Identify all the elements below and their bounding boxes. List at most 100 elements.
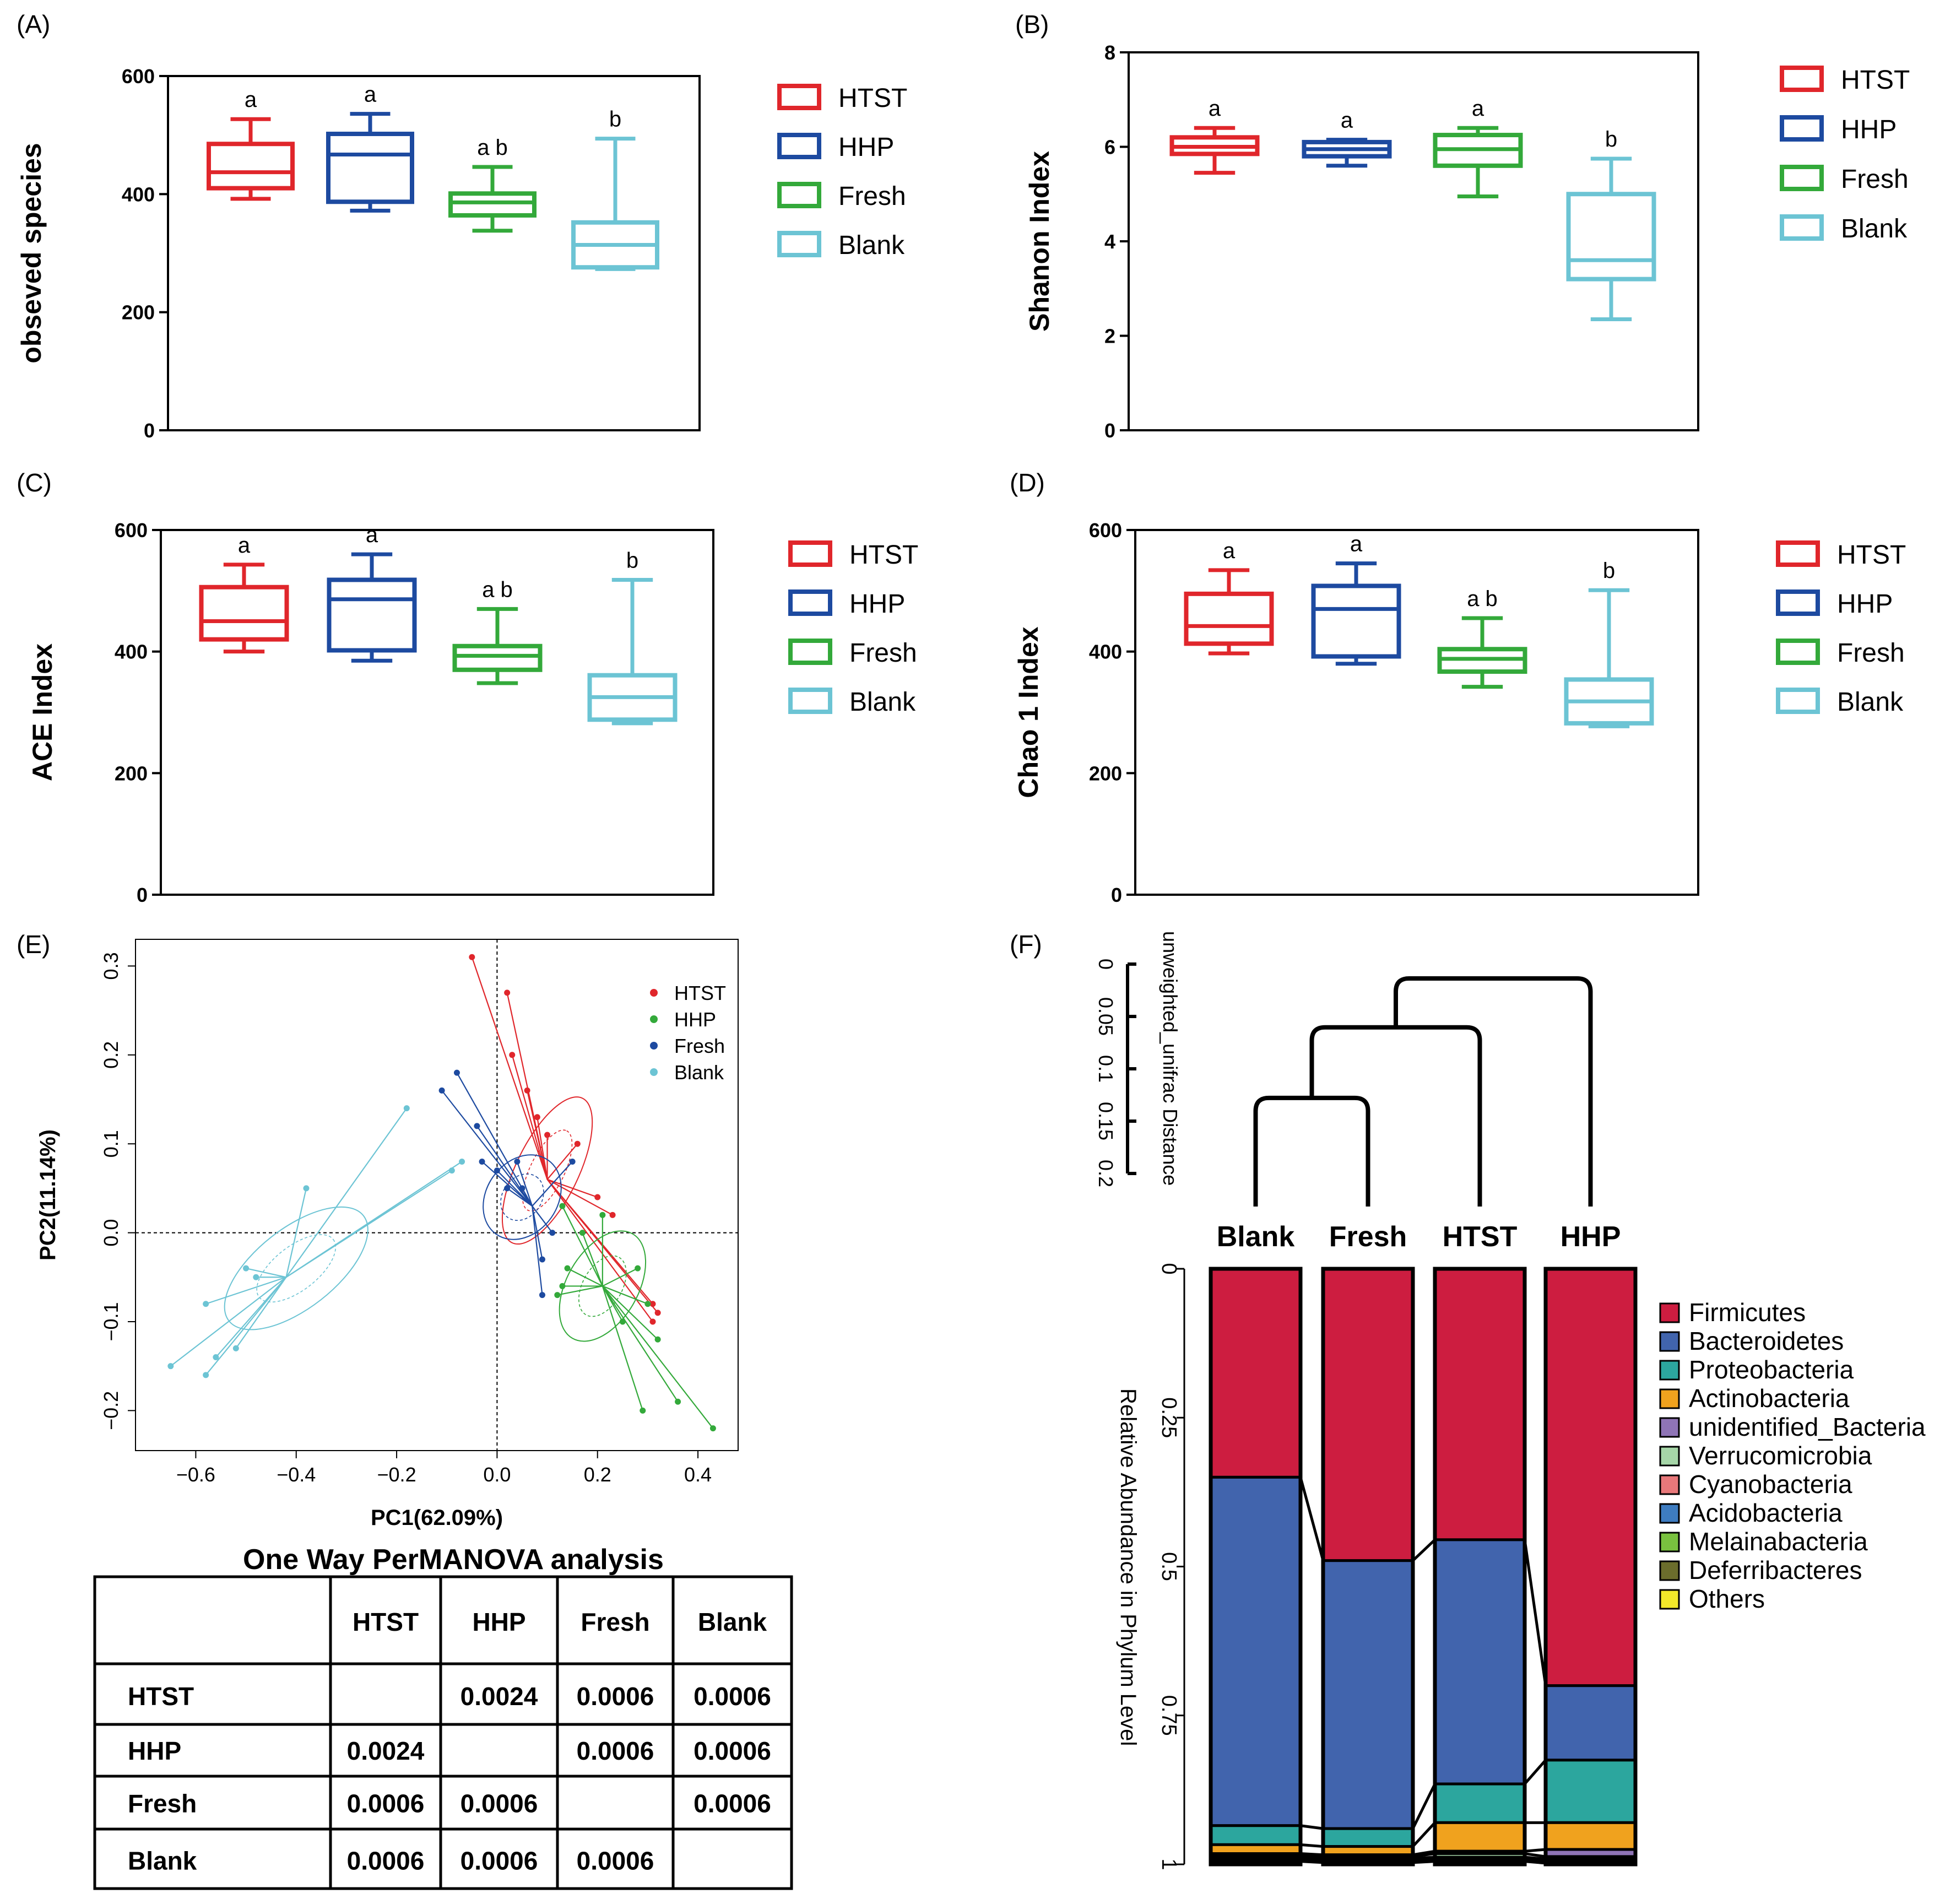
box-blank: b — [571, 107, 659, 271]
legend-label: HHP — [1841, 115, 1897, 144]
connector-line — [1524, 1759, 1547, 1785]
table-header-cell: Fresh — [581, 1608, 649, 1636]
legend-label: Blank — [674, 1061, 724, 1084]
table-cell: 0.0006 — [347, 1789, 425, 1818]
legend-label: Bacteroidetes — [1689, 1327, 1844, 1355]
connector-line — [1412, 1821, 1436, 1848]
data-point — [453, 1069, 460, 1076]
spider-line — [547, 1178, 598, 1198]
legend-item-fresh: Fresh — [788, 639, 917, 668]
significance-letter: a — [364, 83, 377, 107]
y-tick-label: 0 — [1111, 884, 1122, 906]
legend-dot — [650, 1015, 658, 1023]
box-hhp: a — [1311, 532, 1401, 666]
data-point — [549, 1230, 556, 1236]
x-tick-label: 0.4 — [684, 1463, 712, 1486]
table-cell: 0.0006 — [577, 1846, 654, 1875]
legend-label: Firmicutes — [1689, 1298, 1806, 1327]
panel-label: (D) — [1010, 468, 1045, 497]
data-point — [559, 1203, 566, 1209]
y-tick-label: 0.75 — [1157, 1695, 1180, 1736]
legend-item: Cyanobacteria — [1659, 1470, 1852, 1499]
legend-swatch — [1659, 1474, 1680, 1495]
series-firmicutes — [1209, 1267, 1637, 1687]
spider-line — [546, 1179, 653, 1322]
legend-item-fresh: Fresh — [1776, 639, 1905, 668]
legend-label: HHP — [849, 589, 905, 619]
table-cell: 0.0024 — [347, 1737, 425, 1765]
significance-letter: a b — [477, 136, 508, 160]
legend-label: unidentified_Bacteria — [1689, 1413, 1926, 1441]
spider-line — [522, 1188, 533, 1207]
data-point — [649, 1318, 656, 1325]
iqr-box — [326, 132, 414, 204]
y-tick-label: 0 — [144, 419, 155, 442]
legend-dot — [650, 1042, 658, 1050]
spider-line — [602, 1285, 679, 1402]
iqr-box — [199, 585, 289, 642]
spider-line — [532, 1205, 553, 1234]
table-cell: 0.0006 — [460, 1846, 538, 1875]
table-cell: 0.0006 — [347, 1846, 425, 1875]
plot-frame — [167, 75, 701, 431]
dendrogram-tree — [1253, 976, 1593, 1207]
legend-label: Actinobacteria — [1689, 1384, 1850, 1413]
legend-swatch — [1659, 1589, 1680, 1610]
legend-label: Fresh — [1841, 165, 1909, 194]
legend-label: HTST — [1841, 66, 1910, 95]
bar-segment — [1321, 1827, 1415, 1848]
connector-line — [1412, 1852, 1435, 1858]
y-tick-label: 0.1 — [100, 1130, 122, 1157]
series-proteobacteria — [1209, 1759, 1637, 1848]
legend-item: Acidobacteria — [1659, 1499, 1843, 1527]
legend-item-hhp: HHP — [1776, 589, 1893, 619]
table-row-header: Blank — [128, 1846, 197, 1875]
connector-line — [1524, 1852, 1546, 1858]
data-point — [479, 1158, 485, 1165]
confidence-ellipse — [224, 1206, 369, 1330]
legend-swatch — [788, 589, 832, 616]
table-cell: 0.0024 — [460, 1682, 538, 1711]
connector-line — [1299, 1476, 1325, 1561]
iqr-box — [327, 577, 417, 653]
y-axis-title: Relative Abundance in Phylum Level — [1116, 1388, 1140, 1746]
spider-line — [602, 1285, 714, 1429]
iqr-box — [207, 142, 295, 191]
data-point — [654, 1310, 661, 1316]
box-blank: b — [587, 548, 678, 726]
y-tick-label: −0.2 — [100, 1391, 122, 1430]
spider-line — [496, 1170, 533, 1207]
legend-swatch — [1780, 115, 1824, 142]
spider-line — [547, 1178, 613, 1216]
spider-line — [546, 1143, 578, 1180]
table-cell: 0.0006 — [693, 1682, 771, 1711]
bar-frame — [1433, 1267, 1527, 1867]
x-tick-label: −0.4 — [277, 1463, 316, 1486]
spider-line — [532, 1206, 543, 1295]
data-point — [203, 1301, 209, 1307]
data-point — [569, 1158, 576, 1165]
segment-connectors — [1299, 1476, 1547, 1865]
dendrogram-tick-label: 0.15 — [1095, 1102, 1117, 1140]
legend-swatch — [1659, 1302, 1680, 1323]
significance-letter: b — [626, 548, 638, 572]
legend-item-htst: HTST — [650, 982, 726, 1004]
connector-line — [1412, 1849, 1435, 1857]
table-header-cell: HHP — [472, 1608, 525, 1636]
box-htst: a — [207, 88, 295, 201]
box-fresh: a — [1433, 96, 1523, 199]
data-point — [203, 1372, 209, 1378]
x-axis-title: PC1(62.09%) — [371, 1506, 503, 1530]
y-tick-label: 200 — [1089, 762, 1122, 785]
legend-item-htst: HTST — [1780, 66, 1910, 95]
legend-swatch — [777, 182, 821, 208]
legend-item: unidentified_Bacteria — [1659, 1413, 1926, 1441]
dendrogram-branch — [1309, 1025, 1482, 1207]
box-htst: a — [199, 533, 289, 654]
series-fresh — [438, 1069, 576, 1299]
legend-item-hhp: HHP — [777, 133, 894, 162]
x-tick-label: 0.2 — [584, 1463, 611, 1486]
legend-item-blank: Blank — [788, 688, 916, 717]
box-hhp: a — [327, 523, 417, 663]
data-point — [519, 1185, 525, 1192]
